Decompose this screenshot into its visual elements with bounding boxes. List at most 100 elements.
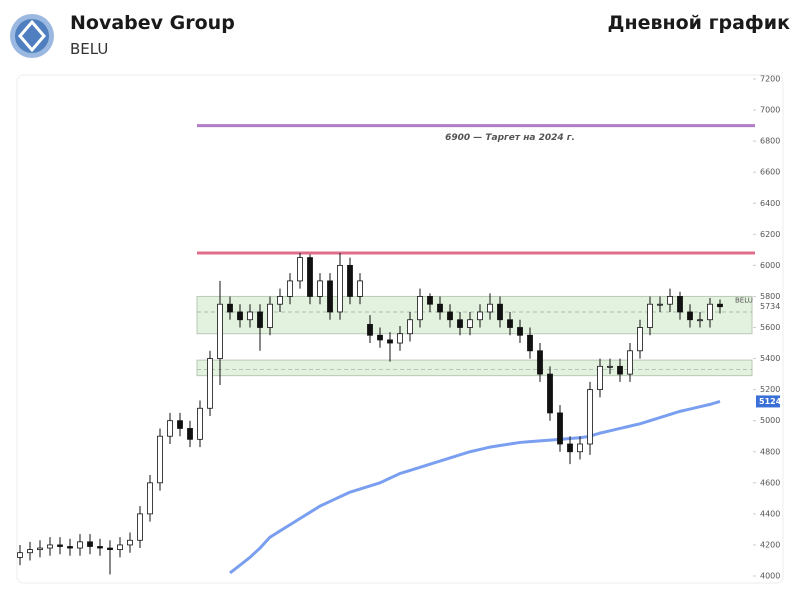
y-tick-label: 4000 [760,572,780,581]
candle-body [707,303,713,321]
candle-body [587,389,593,445]
candle-body [547,373,553,414]
candle-body [327,280,333,313]
candle-body [67,546,73,549]
y-tick-label: 6800 [760,137,780,146]
candle-body [367,323,373,336]
candle-body [317,280,323,297]
candle-body [677,296,683,313]
candle-body [27,549,33,554]
candle-body [577,443,583,453]
candle-body [137,513,143,541]
candle-body [657,303,663,306]
candle-body [107,547,113,550]
candle-body [167,420,173,437]
candle-body [377,334,383,341]
y-tick-label: 6400 [760,199,780,208]
y-tick-label: 5600 [760,323,780,332]
candle-body [217,303,223,359]
y-tick-label: 4200 [760,540,780,549]
candle-body [437,303,443,313]
candle-body [467,319,473,328]
y-tick-label: 4400 [760,509,780,518]
candle-body [507,319,513,328]
candle-body [197,407,203,440]
y-tick-label: 5400 [760,354,780,363]
y-tick-label: 5800 [760,292,780,301]
candle-body [47,544,53,549]
candle-body [237,311,243,321]
candle-body [177,420,183,429]
candle-body [697,319,703,322]
candle-body [717,303,723,308]
candle-body [287,280,293,297]
last-price-label: 5734 [760,302,780,311]
y-tick-label: 6200 [760,230,780,239]
candle-body [347,264,353,297]
ma-badge [756,395,780,408]
candle-body [357,280,363,297]
candle-body [207,358,213,409]
candle-body [57,544,63,547]
level-label: 6900 — Таргет на 2024 г. [445,133,575,143]
y-tick-label: 7200 [760,75,780,84]
y-tick-label: 5200 [760,385,780,394]
y-tick-label: 5000 [760,416,780,425]
candle-body [337,264,343,313]
chart-label: Дневной график [607,12,790,34]
candle-body [597,365,603,391]
y-tick-label: 4800 [760,447,780,456]
candle-body [527,334,533,352]
zone [196,359,753,377]
plot-area: 4000 4200 4400 4600 4800 5000 5200 5400 5600 5800… [17,75,782,581]
ticker: BELU [70,40,109,58]
candle-body [127,539,133,546]
candle-body [607,365,613,368]
candle-body [447,311,453,321]
candle-body [487,303,493,313]
candle-body [407,319,413,335]
candle-body [187,428,193,440]
candle-body [477,311,483,321]
candle-body [267,303,273,328]
company-name: Novabev Group [70,12,235,34]
candle-body [567,443,573,453]
y-tick-label: 6000 [760,261,780,270]
candle-body [17,552,23,558]
candle-body [537,350,543,375]
candle-body [97,546,103,549]
candle-body [517,327,523,336]
candle-body [557,412,563,445]
y-tick-label: 7000 [760,106,780,115]
candle-body [37,547,43,550]
candle-body [257,311,263,328]
candle-body [227,303,233,313]
candle-body [427,296,433,305]
candle-body [87,541,93,547]
symbol-label: BELU [735,297,753,305]
candle-body [627,350,633,375]
candle-body [247,311,253,321]
candle-body [397,333,403,344]
candle-body [497,303,503,321]
candle-body [157,435,163,484]
candle-body [637,327,643,352]
logo-mark [18,19,46,53]
moving-average [229,399,721,575]
y-tick-label: 4600 [760,478,780,487]
candle-body [77,541,83,549]
candle-body [297,257,303,282]
ma-value-label: 5124 [759,397,782,406]
candle-body [417,296,423,321]
candle-body [457,319,463,328]
candle-body [647,303,653,328]
candle-body [147,482,153,515]
y-tick-label: 6600 [760,168,780,177]
candle-body [277,296,283,305]
candle-body [687,311,693,321]
candle-body [117,544,123,550]
candle-body [387,339,393,344]
candle-body [307,257,313,297]
